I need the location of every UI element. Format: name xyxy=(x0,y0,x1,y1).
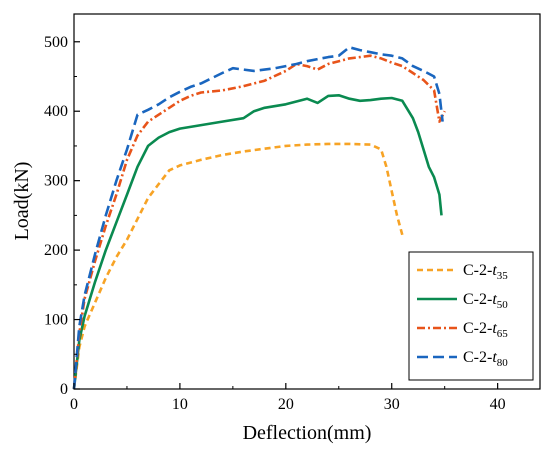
x-axis-title: Deflection(mm) xyxy=(243,422,372,444)
series-line-0 xyxy=(72,142,404,390)
y-tick-label: 0 xyxy=(60,381,68,398)
y-axis-title: Load(kN) xyxy=(11,162,33,241)
legend: C-2-t35 C-2-t50 C-2-t65 C-2-t80 xyxy=(408,251,534,381)
legend-label-3: C-2-t80 xyxy=(463,349,508,369)
x-tick-label: 30 xyxy=(384,396,400,413)
plot-frame xyxy=(73,13,541,390)
legend-label-1: C-2-t50 xyxy=(463,291,508,311)
legend-label-0: C-2-t35 xyxy=(463,262,508,282)
legend-label-2: C-2-t65 xyxy=(463,320,508,340)
x-tick-label: 20 xyxy=(278,396,294,413)
y-axis-ticks: 0 100 200 300 400 500 xyxy=(44,34,80,398)
y-tick-label: 200 xyxy=(44,242,68,259)
x-tick-label: 40 xyxy=(490,396,506,413)
legend-box xyxy=(408,251,534,381)
series-lines xyxy=(72,45,446,390)
series-line-1 xyxy=(72,94,443,390)
series-line-2 xyxy=(72,54,446,390)
y-tick-label: 500 xyxy=(44,34,68,51)
x-tick-label: 0 xyxy=(70,396,78,413)
y-tick-label: 300 xyxy=(44,173,68,190)
x-tick-label: 10 xyxy=(172,396,188,413)
series-line-3 xyxy=(72,45,444,390)
legend-items: C-2-t35 C-2-t50 C-2-t65 C-2-t80 xyxy=(417,262,508,369)
y-tick-label: 400 xyxy=(44,103,68,120)
y-tick-label: 100 xyxy=(44,312,68,329)
x-axis-ticks: 0 10 20 30 40 xyxy=(70,383,506,413)
